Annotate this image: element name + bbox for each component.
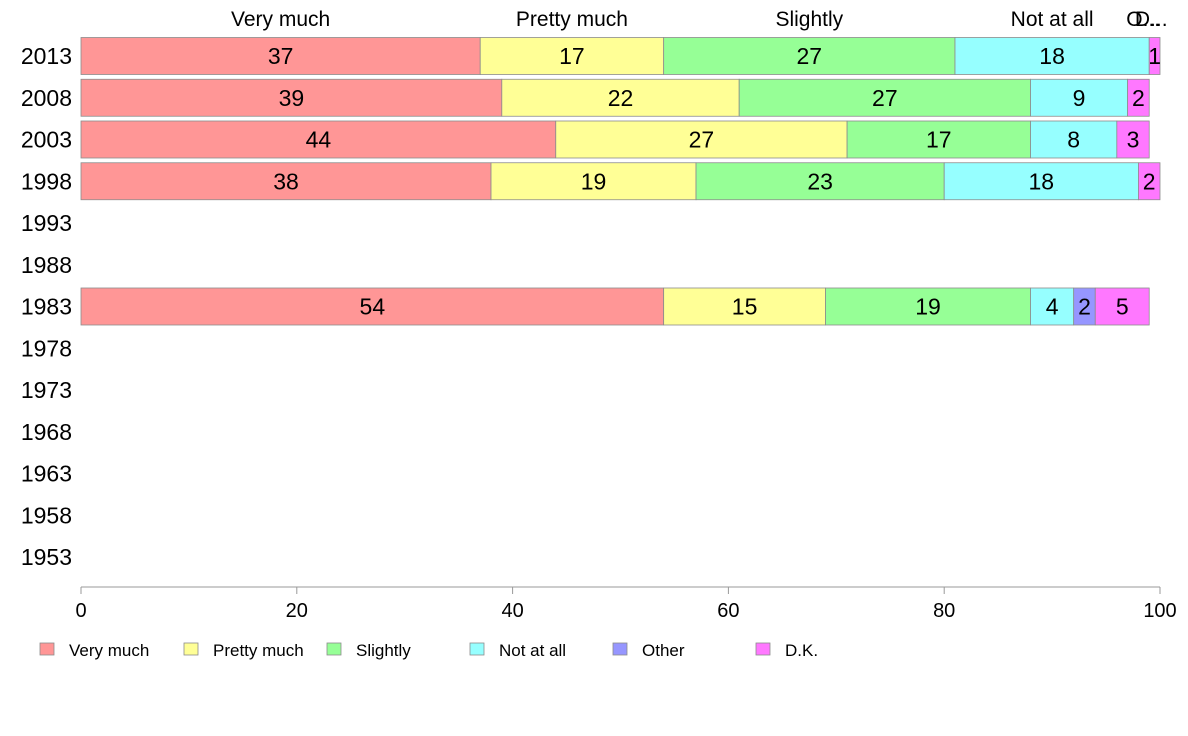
bar-segment xyxy=(695,162,945,201)
y-tick-label: 1983 xyxy=(21,294,72,320)
legend-swatch xyxy=(612,642,628,656)
y-tick-label: 1953 xyxy=(21,544,72,570)
legend-swatch xyxy=(755,642,771,656)
bar-segment xyxy=(80,162,492,201)
x-tick-label: 40 xyxy=(501,600,523,622)
bar-value-label: 9 xyxy=(1073,85,1086,111)
bar-value-label: 38 xyxy=(273,168,299,194)
legend-swatch xyxy=(326,642,342,656)
y-tick-label: 1993 xyxy=(21,210,72,236)
bar-value-label: 4 xyxy=(1046,294,1059,320)
top-category-label: O... xyxy=(1126,8,1160,31)
y-tick-label: 2003 xyxy=(21,127,72,153)
y-tick-label: 1963 xyxy=(21,461,72,487)
bar-segment xyxy=(663,287,826,326)
legend-swatch xyxy=(39,642,55,656)
top-category-label: Slightly xyxy=(775,8,843,31)
bar-segment xyxy=(80,287,665,326)
bar-value-label: 39 xyxy=(279,85,305,111)
bar-segment xyxy=(1030,78,1129,117)
bar-segment xyxy=(555,120,848,159)
bar-value-label: 23 xyxy=(807,168,833,194)
bar-segment xyxy=(738,78,1031,117)
bar-segment xyxy=(1094,287,1150,326)
bar-value-label: 19 xyxy=(915,294,941,320)
legend-label: Pretty much xyxy=(213,641,304,660)
bar-value-label: 18 xyxy=(1029,168,1055,194)
bar-segment xyxy=(80,120,557,159)
y-tick-label: 1998 xyxy=(21,168,72,194)
bar-segment xyxy=(1030,287,1075,326)
legend-label: Not at all xyxy=(499,641,566,660)
bar-value-label: 37 xyxy=(268,43,294,69)
top-category-label: Pretty much xyxy=(516,8,628,31)
y-tick-label: 1988 xyxy=(21,252,72,278)
bar-value-label: 19 xyxy=(581,168,607,194)
x-tick-label: 20 xyxy=(286,600,308,622)
legend: Very much Pretty much Slightly Not at all Ot… xyxy=(39,641,818,660)
bar-value-label: 27 xyxy=(872,85,898,111)
legend-swatch xyxy=(183,642,199,656)
bar-value-label: 2 xyxy=(1143,168,1156,194)
bar-segment xyxy=(1030,120,1118,159)
bar-segment xyxy=(490,162,697,201)
bar-segment xyxy=(80,78,503,117)
bar-value-label: 54 xyxy=(360,294,386,320)
legend-label: Slightly xyxy=(356,641,411,660)
x-tick-label: 80 xyxy=(933,600,955,622)
bar-value-label: 5 xyxy=(1116,294,1129,320)
bar-segment xyxy=(1127,78,1150,117)
bars: 37 17 27 18 139 22 27 9 244 27 17 8 338 19 23 18 254 15 19… xyxy=(80,37,1161,326)
bar-value-label: 2 xyxy=(1132,85,1145,111)
bar-segment xyxy=(1138,162,1161,201)
bar-segment xyxy=(479,37,665,75)
bar-segment xyxy=(943,162,1139,201)
legend-label: D.K. xyxy=(785,641,818,660)
bar-value-label: 44 xyxy=(306,127,332,153)
bar-value-label: 17 xyxy=(559,43,585,69)
y-tick-label: 1968 xyxy=(21,419,72,445)
bar-segment xyxy=(1116,120,1150,159)
bar-segment xyxy=(501,78,740,117)
top-category-label: Very much xyxy=(231,8,330,31)
bar-value-label: 17 xyxy=(926,127,952,153)
bar-value-label: 1 xyxy=(1148,43,1161,69)
top-category-label: D... xyxy=(1135,8,1168,31)
x-tick-label: 0 xyxy=(75,600,86,622)
y-tick-label: 1973 xyxy=(21,377,72,403)
bar-value-label: 27 xyxy=(797,43,823,69)
x-tick-label: 60 xyxy=(717,600,739,622)
x-axis: 0 20 40 60 80 100 xyxy=(75,586,1177,622)
bar-value-label: 2 xyxy=(1078,294,1091,320)
y-tick-label: 2013 xyxy=(21,43,72,69)
legend-label: Other xyxy=(642,641,685,660)
x-tick-label: 100 xyxy=(1143,600,1176,622)
legend-swatch xyxy=(469,642,485,656)
top-labels: Very much Pretty much Slightly Not at all O.… xyxy=(231,8,1168,31)
bar-value-label: 15 xyxy=(732,294,758,320)
bar-segment xyxy=(825,287,1031,326)
bar-value-label: 22 xyxy=(608,85,634,111)
y-tick-label: 1958 xyxy=(21,502,72,528)
bar-value-label: 18 xyxy=(1039,43,1065,69)
y-tick-label: 1978 xyxy=(21,335,72,361)
bar-segment xyxy=(846,120,1031,159)
bar-segment xyxy=(1148,37,1161,75)
bar-value-label: 3 xyxy=(1127,127,1140,153)
legend-label: Very much xyxy=(69,641,149,660)
y-tick-label: 2008 xyxy=(21,85,72,111)
top-category-label: Not at all xyxy=(1011,8,1094,31)
bar-value-label: 8 xyxy=(1067,127,1080,153)
y-axis: 2013 2008 2003 1998 1993 1988 1983 1978 1973 1968… xyxy=(21,43,72,570)
bar-value-label: 27 xyxy=(689,127,715,153)
